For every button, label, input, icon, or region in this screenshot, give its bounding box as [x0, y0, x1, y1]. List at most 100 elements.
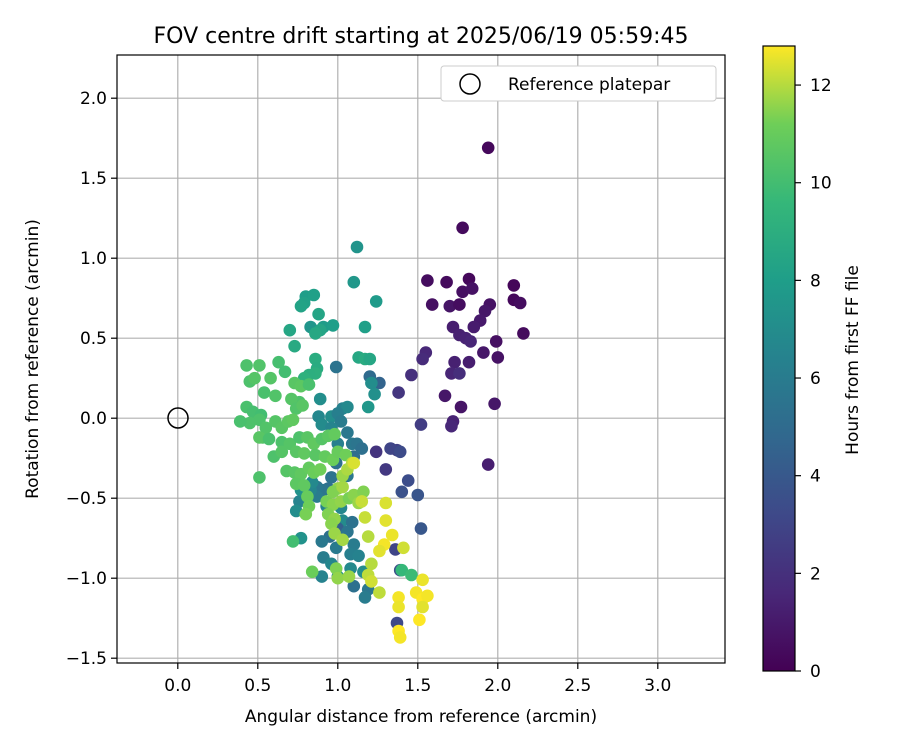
- data-point: [336, 480, 349, 494]
- data-point: [299, 507, 313, 521]
- data-point: [363, 352, 377, 366]
- data-point: [365, 575, 378, 588]
- data-point: [456, 285, 469, 299]
- data-point: [454, 400, 468, 414]
- data-point: [278, 365, 292, 379]
- data-point: [302, 378, 316, 391]
- chart-title: FOV centre drift starting at 2025/06/19 …: [154, 24, 689, 49]
- legend-label: Reference platepar: [508, 75, 670, 95]
- data-point: [326, 485, 340, 499]
- data-point: [329, 360, 343, 374]
- x-axis-label: Angular distance from reference (arcmin): [245, 707, 597, 727]
- data-point: [313, 463, 327, 476]
- data-point: [491, 351, 505, 364]
- data-point: [464, 335, 477, 348]
- data-point: [253, 471, 266, 484]
- y-tick-label: −1.5: [66, 649, 107, 669]
- data-point: [489, 335, 503, 348]
- data-point: [384, 442, 397, 455]
- data-points: [233, 141, 530, 644]
- data-point: [334, 415, 348, 428]
- data-point: [401, 474, 415, 487]
- data-point: [443, 299, 457, 313]
- data-point: [369, 295, 383, 308]
- data-point: [373, 544, 386, 558]
- data-point: [286, 413, 300, 427]
- data-point: [305, 565, 319, 579]
- data-point: [355, 442, 369, 455]
- y-tick-label: 0.5: [80, 329, 107, 349]
- y-axis-label: Rotation from reference (arcmin): [23, 219, 43, 499]
- data-point: [347, 579, 361, 593]
- data-point: [285, 392, 298, 406]
- x-tick-label: 2.5: [564, 676, 591, 696]
- data-point: [477, 346, 490, 359]
- colorbar: 0 2 4 6 8 10 12 Hours from first FF file: [762, 45, 863, 682]
- data-point: [286, 535, 300, 548]
- data-point: [416, 352, 429, 366]
- data-point: [411, 488, 425, 502]
- data-point: [416, 573, 429, 587]
- data-point: [312, 307, 325, 321]
- data-point: [309, 352, 322, 366]
- x-tick-label: 2.0: [484, 676, 511, 696]
- colorbar-tick-label: 10: [810, 174, 832, 194]
- data-point: [478, 304, 492, 318]
- data-point: [361, 400, 375, 414]
- data-point: [405, 368, 418, 382]
- x-tick-label: 0.5: [244, 676, 271, 696]
- data-point: [385, 528, 399, 542]
- data-point: [413, 613, 426, 627]
- data-point: [259, 421, 273, 435]
- y-tick-label: 1.5: [80, 169, 107, 189]
- data-point: [350, 240, 364, 254]
- data-point: [397, 541, 410, 555]
- data-point: [438, 389, 452, 403]
- data-point: [365, 376, 378, 390]
- data-point: [369, 445, 383, 459]
- data-point: [269, 389, 282, 403]
- data-point: [392, 386, 405, 399]
- data-point: [358, 591, 372, 604]
- data-point: [467, 320, 481, 334]
- plot-frame: [116, 54, 726, 664]
- x-tick-label: 1.0: [324, 676, 351, 696]
- data-point: [414, 418, 428, 431]
- data-point: [392, 600, 405, 614]
- data-point: [513, 296, 527, 310]
- colorbar-tick-label: 0: [810, 662, 821, 682]
- data-point: [313, 392, 327, 406]
- data-point: [421, 274, 434, 287]
- data-point: [309, 327, 322, 340]
- data-point: [294, 299, 308, 313]
- data-point: [296, 399, 309, 412]
- y-tick-label: 0.0: [80, 409, 107, 429]
- data-point: [465, 282, 479, 295]
- data-point: [365, 557, 378, 571]
- data-point: [288, 339, 301, 353]
- data-point: [395, 563, 409, 577]
- data-point: [358, 511, 372, 524]
- x-tick-label: 0.0: [164, 676, 191, 696]
- data-point: [393, 631, 407, 644]
- data-point: [326, 319, 340, 332]
- data-point: [453, 298, 466, 311]
- data-point: [379, 496, 393, 510]
- data-point: [414, 522, 428, 535]
- data-point: [345, 515, 359, 529]
- data-point: [392, 591, 405, 604]
- data-point: [352, 549, 365, 563]
- data-point: [342, 570, 356, 583]
- data-point: [462, 272, 476, 286]
- data-point: [283, 323, 297, 337]
- data-point: [395, 485, 409, 499]
- colorbar-ticks: 0 2 4 6 8 10 12: [795, 76, 832, 682]
- data-point: [253, 431, 266, 444]
- data-point: [243, 416, 257, 430]
- colorbar-tick-label: 4: [810, 467, 821, 487]
- data-point: [262, 432, 276, 446]
- data-point: [425, 298, 439, 311]
- data-point: [462, 355, 476, 369]
- legend: Reference platepar: [440, 65, 717, 102]
